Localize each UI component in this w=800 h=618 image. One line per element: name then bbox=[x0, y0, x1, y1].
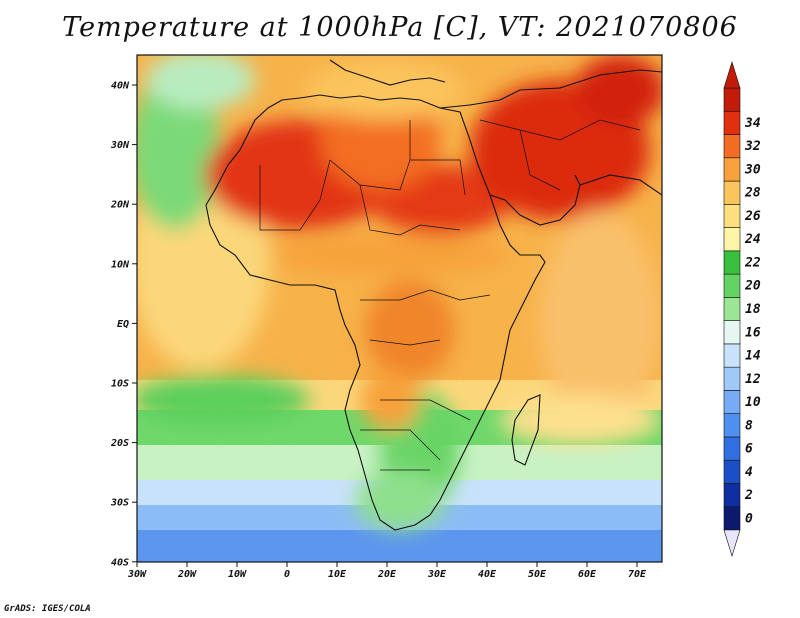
lat-tick-label: 10N bbox=[111, 259, 130, 270]
lon-tick-label: 40E bbox=[478, 569, 497, 580]
colorbar-label: 32 bbox=[744, 139, 761, 154]
lat-tick-label: 40S bbox=[111, 557, 129, 568]
colorbar-label: 26 bbox=[744, 209, 761, 224]
colorbar-label: 14 bbox=[745, 349, 761, 364]
colorbar-swatch bbox=[723, 250, 741, 275]
longitude-axis: 30W 20W 10W 0 10E 20E 30E 40E 50E 60E 70E bbox=[127, 562, 647, 580]
colorbar-over-arrow bbox=[723, 60, 741, 89]
lon-tick-label: 0 bbox=[284, 569, 290, 580]
latitude-axis: 40N 30N 20N 10N EQ 10S 20S 30S 40S bbox=[110, 81, 137, 568]
colorbar-label: 0 bbox=[745, 511, 753, 526]
plot-frame bbox=[136, 54, 663, 563]
lon-tick-label: 30E bbox=[427, 569, 447, 580]
lat-tick-label: 30N bbox=[110, 140, 130, 151]
colorbar-label: 8 bbox=[745, 418, 753, 433]
map-title: Temperature at 1000hPa [C], VT: 20210708… bbox=[62, 12, 738, 43]
lat-tick-label: 20N bbox=[110, 200, 130, 211]
lon-tick-label: 60E bbox=[578, 569, 597, 580]
colorbar-swatch bbox=[723, 413, 741, 438]
colorbar-label: 20 bbox=[744, 279, 761, 294]
colorbar-swatch bbox=[723, 134, 741, 159]
colorbar-under-arrow bbox=[723, 529, 741, 558]
colorbar-swatch bbox=[723, 320, 741, 345]
coastlines bbox=[205, 59, 662, 531]
colorbar-swatch bbox=[723, 273, 741, 298]
lat-tick-label: 40N bbox=[111, 81, 130, 92]
colorbar-swatch bbox=[723, 390, 741, 414]
lon-tick-label: 10E bbox=[328, 569, 347, 580]
credit-text: GrADS: IGES/COLA bbox=[4, 604, 91, 614]
colorbar-label: 16 bbox=[745, 325, 761, 340]
lon-tick-label: 70E bbox=[628, 569, 647, 580]
temperature-field bbox=[137, 55, 662, 562]
colorbar-swatch bbox=[723, 483, 741, 508]
colorbar-label: 10 bbox=[745, 395, 761, 410]
lat-tick-label: 10S bbox=[111, 379, 129, 390]
lon-tick-label: 50E bbox=[528, 569, 547, 580]
country-borders bbox=[259, 119, 641, 471]
colorbar-swatch bbox=[723, 343, 741, 368]
lat-tick-label: 30S bbox=[110, 498, 129, 509]
lat-tick-label: 20S bbox=[110, 438, 129, 449]
colorbar-label: 4 bbox=[745, 465, 753, 480]
colorbar-label: 28 bbox=[744, 186, 761, 201]
lon-tick-label: 20W bbox=[177, 569, 197, 580]
colorbar-label: 24 bbox=[744, 232, 761, 247]
colorbar-label: 2 bbox=[744, 488, 753, 503]
colorbar-swatch bbox=[723, 506, 741, 531]
colorbar-swatch bbox=[723, 436, 741, 461]
colorbar-swatch bbox=[723, 87, 741, 112]
colorbar-swatch bbox=[723, 366, 741, 391]
lon-tick-label: 20E bbox=[377, 569, 397, 580]
colorbar-swatch bbox=[723, 297, 741, 321]
colorbar-swatch bbox=[723, 459, 741, 484]
colorbar-label: 18 bbox=[745, 302, 761, 317]
lon-tick-label: 30W bbox=[127, 569, 147, 580]
colorbar-label: 30 bbox=[744, 162, 761, 177]
colorbar-label: 6 bbox=[745, 442, 753, 457]
colorbar-swatch bbox=[723, 204, 741, 228]
colorbar-swatch bbox=[723, 110, 741, 135]
colorbar-swatch bbox=[723, 227, 741, 252]
lon-tick-label: 10W bbox=[228, 569, 247, 580]
colorbar-label: 22 bbox=[744, 255, 761, 270]
colorbar-label: 12 bbox=[745, 372, 761, 387]
colorbar-label: 34 bbox=[744, 116, 761, 131]
colorbar-swatch bbox=[723, 180, 741, 205]
lat-tick-label: EQ bbox=[117, 319, 129, 330]
colorbar-swatch bbox=[723, 157, 741, 182]
